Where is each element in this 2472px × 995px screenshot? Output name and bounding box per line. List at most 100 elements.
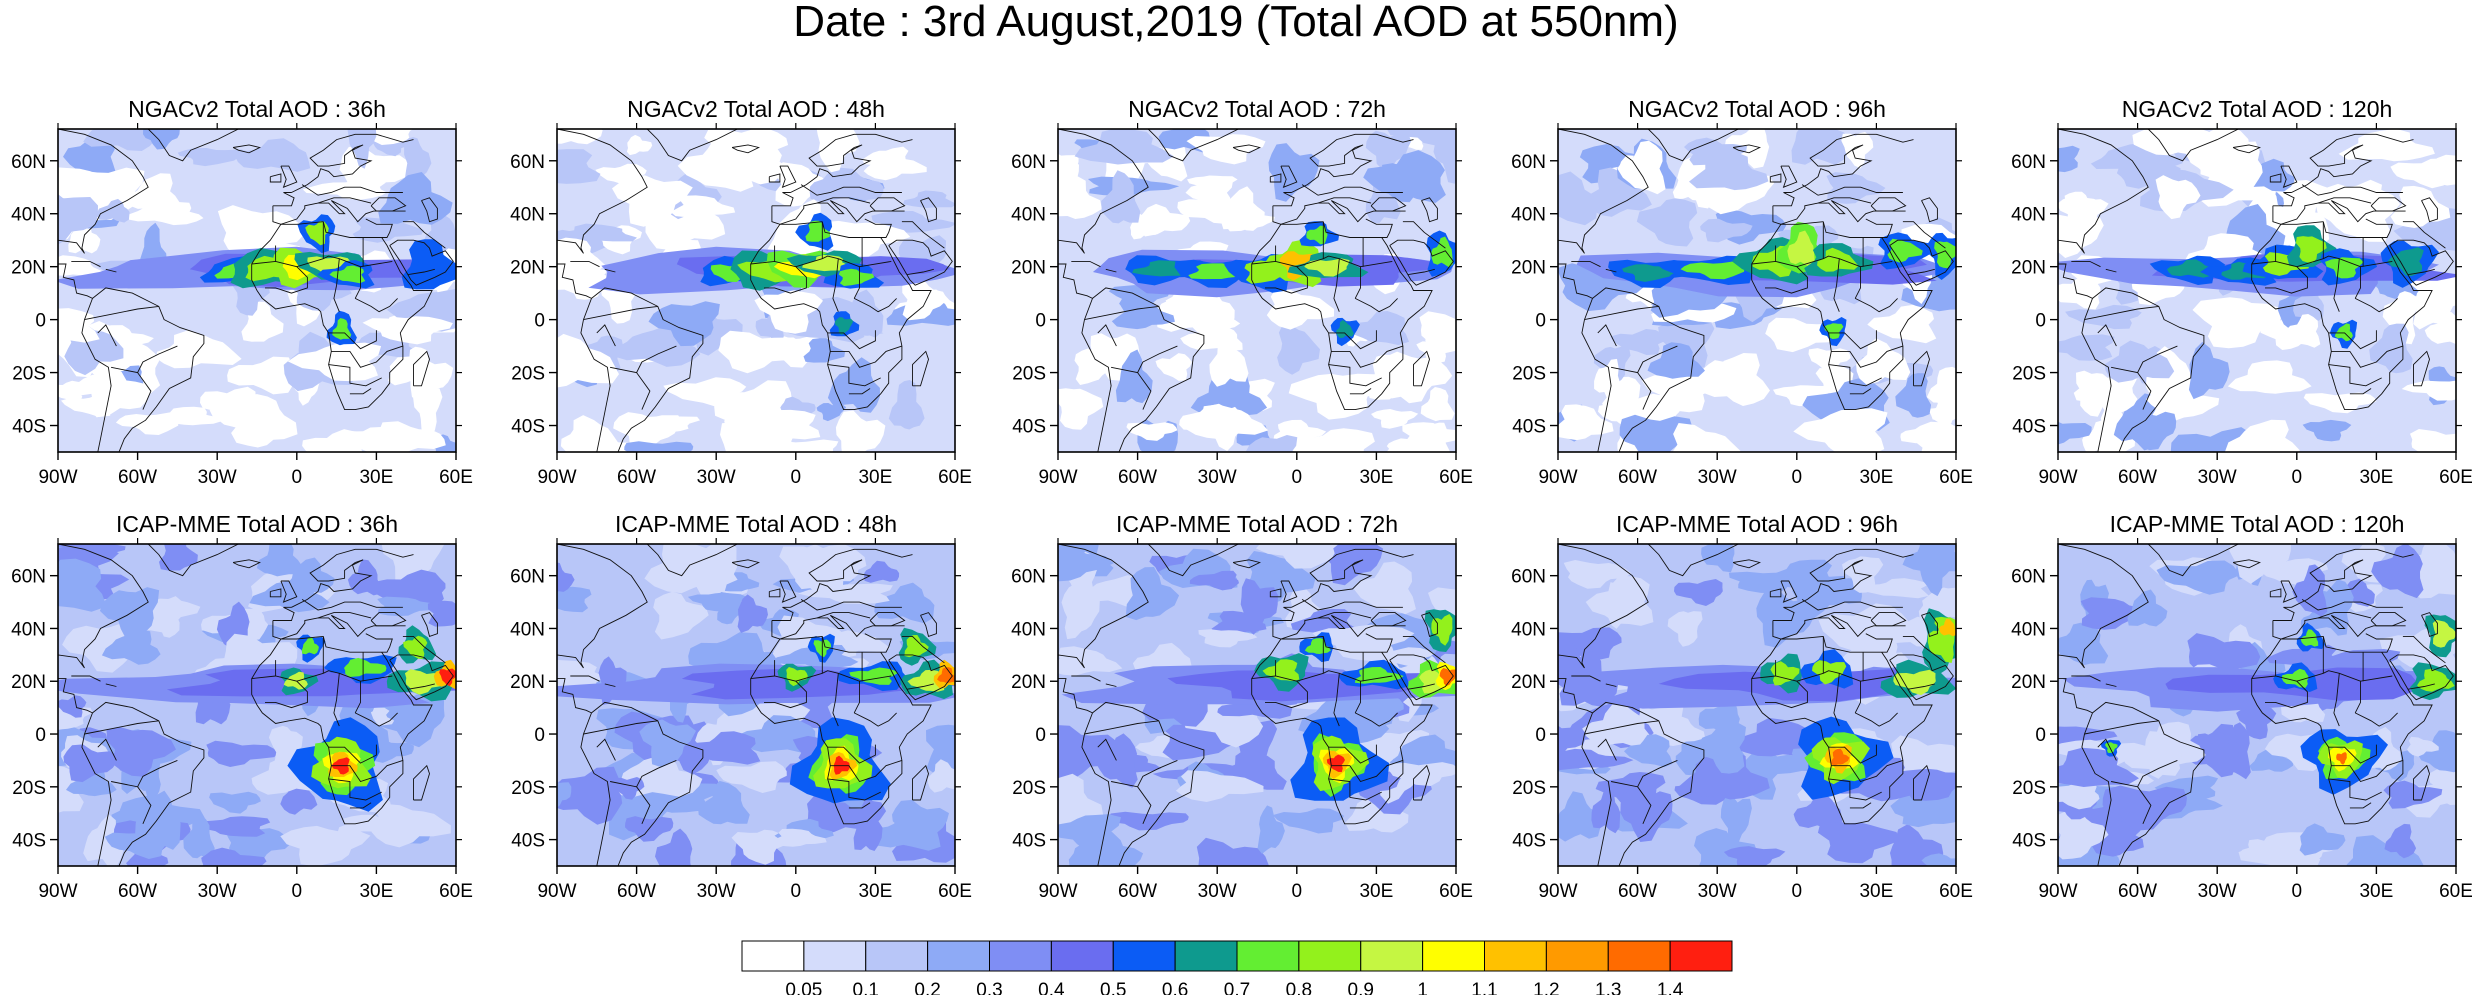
aod-plume [1244,260,1293,284]
coastline [2147,129,2239,162]
coastline [1902,635,1946,664]
coastline [272,614,406,640]
coastline [1097,738,1117,761]
coastline [111,759,178,788]
aod-patch [1672,423,1741,452]
panel-title: ICAP-MME Total AOD : 96h [1616,511,1898,537]
x-tick-label: 60W [118,881,157,902]
aod-patch [58,255,102,276]
aod-patch [2227,360,2312,394]
coastline [821,633,892,653]
coastline [2272,200,2406,225]
x-tick-label: 90W [2038,881,2077,902]
y-tick-label: 40N [1011,205,1046,226]
aod-patch [557,223,637,242]
x-tick-label: 0 [2292,467,2303,488]
aod-patch [926,724,955,775]
coastline [827,744,876,764]
x-tick-label: 30W [1198,467,1237,488]
coastline [1772,606,1795,621]
aod-patch [1058,646,1123,676]
coastline [583,305,658,321]
coastlines [58,129,454,452]
coastline [1908,268,1935,276]
coastline [1597,324,1617,347]
coastline [1870,612,1907,627]
y-tick-label: 20S [1012,778,1046,799]
aod-patch [1887,616,1935,647]
y-tick-label: 60N [1511,152,1546,173]
colorbar-swatch [1484,940,1547,972]
coastline [328,330,377,350]
x-tick-label: 60W [1618,467,1657,488]
coastline [2413,764,2430,801]
x-tick-label: 60W [118,467,157,488]
coastline [869,612,906,627]
x-tick-label: 90W [1038,881,1077,902]
aod-patch [89,366,151,418]
coastline [888,654,953,701]
colorbar-label: 0.7 [1224,980,1250,995]
aod-plume [329,265,366,284]
coastline [1354,297,1398,313]
aod-plume [786,667,808,687]
aod-patch [1345,790,1409,833]
aod-patch [827,357,880,413]
aod-patch [1793,408,1888,452]
y-tick-label: 0 [1035,311,1046,332]
y-tick-label: 0 [2035,725,2046,746]
aod-patch [557,562,575,593]
aod-patch [1558,171,1598,226]
x-tick-label: 30W [198,881,237,902]
y-tick-label: 0 [1535,725,1546,746]
aod-plume [833,755,850,775]
coastline [1147,129,1239,162]
coastline [907,683,934,690]
aod-plume [1770,661,1800,686]
coastline [137,372,152,410]
aod-patch [347,559,381,596]
aod-patch [2121,737,2182,776]
coastline [2349,388,2372,395]
y-tick-label: 20S [2012,778,2046,799]
coastline [646,544,738,577]
coastline [2402,221,2446,249]
aod-patch [2058,781,2100,810]
aod-patch [1558,748,1634,771]
aod-patch [2155,175,2201,220]
coastline [1328,330,1377,350]
aod-patch [1108,811,1189,831]
x-tick-label: 30W [1698,881,1737,902]
aod-patch [557,333,619,388]
aod-patch [153,406,223,426]
aod-plume [439,668,456,687]
coastline [408,683,435,690]
coastline [1084,720,1159,735]
aod-plume [1262,659,1300,682]
coastline [280,580,298,603]
x-tick-label: 90W [537,467,576,488]
map-frame [57,128,457,453]
coastline [408,268,435,276]
aod-patch [1689,152,1769,191]
aod-patch [1245,435,1298,452]
y-tick-label: 40S [511,831,545,852]
coastline [1854,712,1898,727]
coastline [2137,786,2152,824]
aod-patch [1926,366,1956,406]
aod-patch [1636,198,1698,247]
coastline [2111,345,2178,374]
coastline [1272,200,1406,225]
aod-plume [1680,261,1749,280]
aod-patch [2156,560,2238,595]
aod-patch [2058,747,2139,787]
aod-patch [803,338,846,363]
coastline [2280,165,2298,188]
coastline [402,221,446,249]
aod-patch [557,766,623,825]
y-tick-label: 20S [1512,778,1546,799]
aod-plume [1812,660,1847,685]
aod-plume [1938,618,1956,637]
aod-patch [612,175,693,227]
x-tick-label: 30E [1359,881,1393,902]
